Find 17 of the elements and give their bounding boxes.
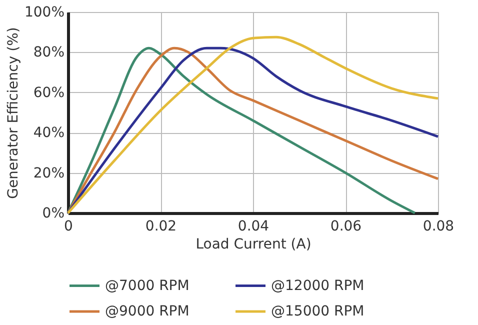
- legend-label: @12000 RPM: [271, 278, 364, 294]
- y-tick-label: 100%: [24, 4, 64, 20]
- legend-label: @15000 RPM: [271, 304, 364, 320]
- y-tick-label: 80%: [33, 44, 64, 61]
- x-tick-label: 0: [64, 218, 73, 234]
- y-tick-label: 0%: [42, 206, 64, 222]
- x-tick-label: 0.04: [238, 218, 270, 234]
- y-tick-label: 60%: [33, 84, 64, 101]
- y-axis-title: Generator Efficiency (%): [5, 27, 22, 199]
- x-tick-label: 0.06: [330, 218, 362, 234]
- legend-label: @9000 RPM: [105, 304, 190, 320]
- x-tick-label: 0.08: [422, 218, 454, 234]
- legend-label: @7000 RPM: [105, 278, 190, 294]
- y-tick-label: 40%: [33, 125, 64, 142]
- x-tick-label: 0.02: [145, 218, 177, 234]
- y-tick-label: 20%: [33, 165, 64, 182]
- x-axis-title: Load Current (A): [196, 236, 312, 252]
